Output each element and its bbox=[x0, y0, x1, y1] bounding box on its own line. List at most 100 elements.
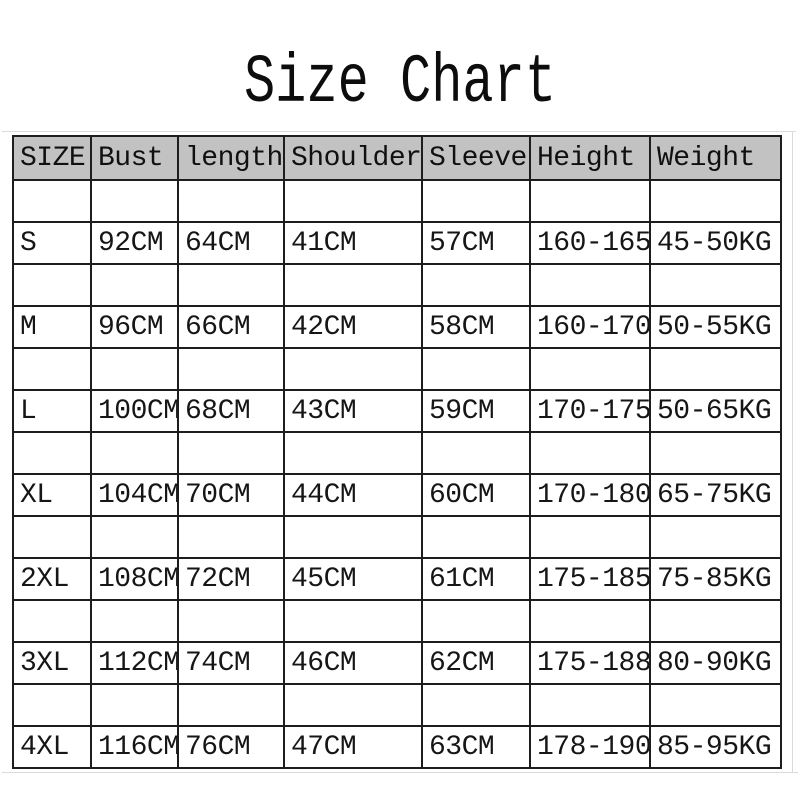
cell-size: L bbox=[12, 389, 92, 433]
empty-cell bbox=[283, 347, 423, 391]
header-weight: Weight bbox=[649, 135, 782, 181]
empty-cell bbox=[649, 179, 782, 223]
empty-cell bbox=[177, 683, 285, 727]
empty-cell bbox=[12, 683, 92, 727]
cell-shoulder: 47CM bbox=[283, 725, 423, 769]
spacer-row bbox=[12, 431, 782, 475]
empty-cell bbox=[90, 179, 179, 223]
empty-cell bbox=[529, 179, 651, 223]
empty-cell bbox=[421, 683, 531, 727]
cell-height: 170-175 bbox=[529, 389, 651, 433]
cell-sleeve: 63CM bbox=[421, 725, 531, 769]
empty-cell bbox=[283, 599, 423, 643]
cell-shoulder: 46CM bbox=[283, 641, 423, 685]
cell-shoulder: 44CM bbox=[283, 473, 423, 517]
empty-cell bbox=[90, 431, 179, 475]
empty-cell bbox=[12, 179, 92, 223]
empty-cell bbox=[649, 263, 782, 307]
cell-height: 160-165 bbox=[529, 221, 651, 265]
cell-weight: 65-75KG bbox=[649, 473, 782, 517]
cell-size: 3XL bbox=[12, 641, 92, 685]
cell-sleeve: 61CM bbox=[421, 557, 531, 601]
spacer-row bbox=[12, 515, 782, 559]
table-row-2xl: 2XL 108CM 72CM 45CM 61CM 175-185 75-85KG bbox=[12, 557, 782, 601]
header-height: Height bbox=[529, 135, 651, 181]
header-sleeve: Sleeve bbox=[421, 135, 531, 181]
cell-height: 175-185 bbox=[529, 557, 651, 601]
table-row-3xl: 3XL 112CM 74CM 46CM 62CM 175-188 80-90KG bbox=[12, 641, 782, 685]
empty-cell bbox=[12, 515, 92, 559]
header-size: SIZE bbox=[12, 135, 92, 181]
empty-cell bbox=[421, 347, 531, 391]
cell-height: 170-180 bbox=[529, 473, 651, 517]
cell-length: 66CM bbox=[177, 305, 285, 349]
cell-bust: 96CM bbox=[90, 305, 179, 349]
empty-cell bbox=[421, 179, 531, 223]
empty-cell bbox=[177, 347, 285, 391]
empty-cell bbox=[649, 515, 782, 559]
cell-size: XL bbox=[12, 473, 92, 517]
header-bust: Bust bbox=[90, 135, 179, 181]
empty-cell bbox=[90, 599, 179, 643]
cell-size: M bbox=[12, 305, 92, 349]
table-row-s: S 92CM 64CM 41CM 57CM 160-165 45-50KG bbox=[12, 221, 782, 265]
cell-height: 178-190 bbox=[529, 725, 651, 769]
header-row: SIZE Bust length Shoulder Sleeve Height … bbox=[12, 135, 782, 181]
cell-weight: 45-50KG bbox=[649, 221, 782, 265]
cell-size: 2XL bbox=[12, 557, 92, 601]
page-title: Size Chart bbox=[243, 44, 557, 122]
spacer-row bbox=[12, 263, 782, 307]
empty-cell bbox=[529, 431, 651, 475]
empty-cell bbox=[177, 599, 285, 643]
cell-length: 74CM bbox=[177, 641, 285, 685]
empty-cell bbox=[529, 347, 651, 391]
cell-sleeve: 60CM bbox=[421, 473, 531, 517]
empty-cell bbox=[12, 599, 92, 643]
empty-cell bbox=[421, 263, 531, 307]
empty-cell bbox=[529, 263, 651, 307]
faint-gridline-bottom bbox=[2, 772, 798, 773]
spacer-row bbox=[12, 599, 782, 643]
cell-size: S bbox=[12, 221, 92, 265]
table-row-xl: XL 104CM 70CM 44CM 60CM 170-180 65-75KG bbox=[12, 473, 782, 517]
empty-cell bbox=[177, 263, 285, 307]
cell-bust: 92CM bbox=[90, 221, 179, 265]
table-row-l: L 100CM 68CM 43CM 59CM 170-175 50-65KG bbox=[12, 389, 782, 433]
empty-cell bbox=[177, 431, 285, 475]
empty-cell bbox=[90, 347, 179, 391]
empty-cell bbox=[529, 683, 651, 727]
cell-length: 64CM bbox=[177, 221, 285, 265]
empty-cell bbox=[649, 599, 782, 643]
cell-shoulder: 43CM bbox=[283, 389, 423, 433]
cell-weight: 50-65KG bbox=[649, 389, 782, 433]
cell-length: 70CM bbox=[177, 473, 285, 517]
cell-length: 72CM bbox=[177, 557, 285, 601]
cell-sleeve: 58CM bbox=[421, 305, 531, 349]
empty-cell bbox=[649, 683, 782, 727]
empty-cell bbox=[12, 431, 92, 475]
cell-shoulder: 41CM bbox=[283, 221, 423, 265]
cell-bust: 108CM bbox=[90, 557, 179, 601]
table-row-4xl: 4XL 116CM 76CM 47CM 63CM 178-190 85-95KG bbox=[12, 725, 782, 769]
cell-sleeve: 57CM bbox=[421, 221, 531, 265]
table-row-m: M 96CM 66CM 42CM 58CM 160-170 50-55KG bbox=[12, 305, 782, 349]
faint-gridline-right bbox=[792, 131, 793, 772]
cell-bust: 112CM bbox=[90, 641, 179, 685]
cell-bust: 100CM bbox=[90, 389, 179, 433]
empty-cell bbox=[421, 431, 531, 475]
cell-weight: 50-55KG bbox=[649, 305, 782, 349]
empty-cell bbox=[177, 515, 285, 559]
header-shoulder: Shoulder bbox=[283, 135, 423, 181]
empty-cell bbox=[12, 263, 92, 307]
cell-bust: 104CM bbox=[90, 473, 179, 517]
empty-cell bbox=[649, 347, 782, 391]
spacer-row bbox=[12, 179, 782, 223]
empty-cell bbox=[90, 515, 179, 559]
empty-cell bbox=[529, 515, 651, 559]
cell-height: 175-188 bbox=[529, 641, 651, 685]
cell-sleeve: 62CM bbox=[421, 641, 531, 685]
cell-height: 160-170 bbox=[529, 305, 651, 349]
empty-cell bbox=[283, 515, 423, 559]
empty-cell bbox=[283, 179, 423, 223]
empty-cell bbox=[529, 599, 651, 643]
